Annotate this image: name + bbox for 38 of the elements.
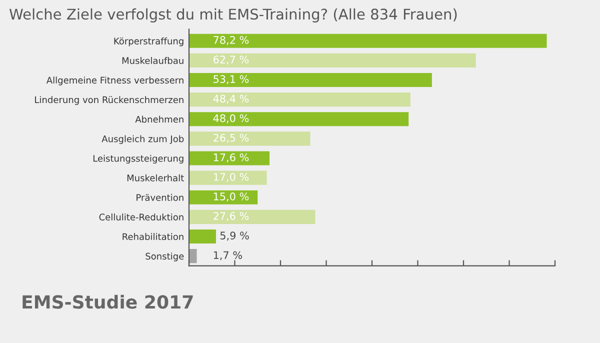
y-tick-label: Abnehmen — [135, 116, 184, 123]
data-label: 1,7 % — [214, 251, 242, 260]
bar — [189, 72, 432, 88]
chart-title: Welche Ziele verfolgst du mit EMS-Training? (Alle 834 Frauen) — [9, 8, 457, 22]
y-tick-label: Rehabilitation — [122, 233, 184, 240]
bar — [189, 249, 197, 264]
bar — [189, 132, 310, 146]
bar — [189, 92, 410, 107]
data-label: 17,6 % — [214, 153, 249, 162]
data-label: 26,5 % — [214, 134, 249, 143]
bar — [189, 112, 409, 126]
bar — [189, 170, 267, 185]
bar — [189, 210, 316, 224]
bar — [189, 53, 476, 68]
y-tick-label: Muskelerhalt — [127, 174, 184, 182]
text: EMS-Studie 2017 — [22, 294, 193, 309]
bar — [189, 190, 258, 204]
y-tick-label: Muskelaufbau — [122, 57, 184, 64]
y-tick-label: Allgemeine Fitness verbessern — [46, 76, 184, 86]
y-tick-label: Sonstige — [146, 252, 184, 262]
bar — [189, 34, 547, 48]
data-label: 62,7 % — [214, 56, 249, 65]
y-tick-label: Linderung von Rückenschmerzen — [35, 96, 184, 105]
bar — [189, 229, 216, 244]
data-label: 27,6 % — [214, 212, 249, 222]
bar — [189, 151, 270, 166]
y-tick-label: Cellulite-Reduktion — [99, 213, 184, 220]
data-label: 15,0 % — [214, 192, 249, 202]
data-label: 53,1 % — [214, 75, 249, 84]
y-tick-label: Leistungssteigerung — [93, 154, 184, 164]
data-label: 5,9 % — [220, 232, 249, 241]
y-tick-label: Prävention — [136, 194, 184, 201]
y-tick-label: Körperstraffung — [114, 37, 184, 46]
data-label: 17,0 % — [214, 172, 249, 182]
data-label: 48,4 % — [213, 94, 249, 104]
data-label: 78,2 % — [214, 36, 249, 45]
y-tick-label: Ausgleich zum Job — [102, 135, 184, 144]
data-label: 48,0 % — [213, 114, 249, 124]
